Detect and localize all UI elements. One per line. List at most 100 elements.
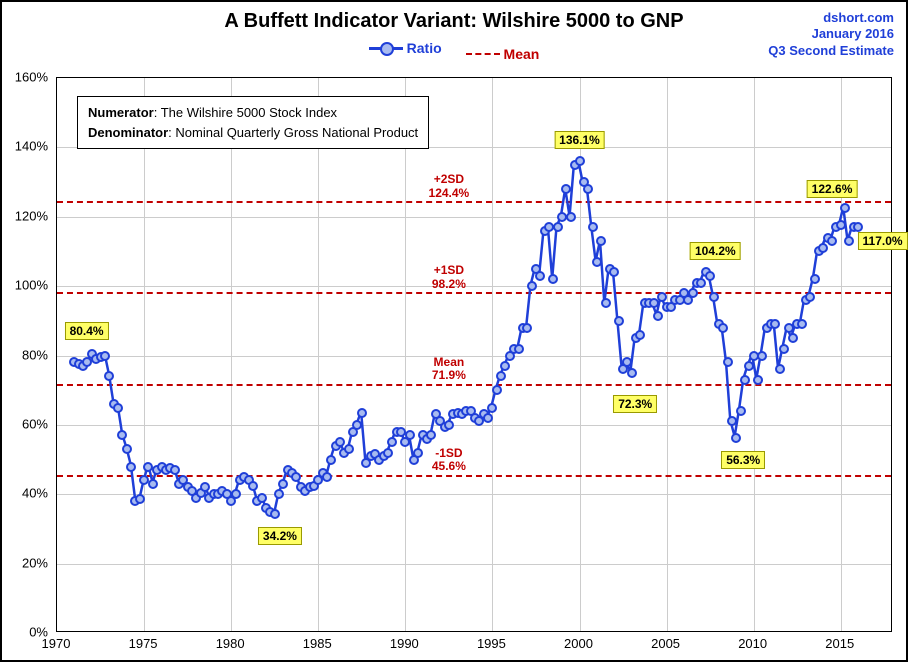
x-tick-label: 2015 [825, 636, 854, 651]
y-tick-label: 80% [0, 347, 48, 362]
y-tick-label: 20% [0, 555, 48, 570]
data-point [836, 220, 846, 230]
data-point [148, 479, 158, 489]
data-point [844, 236, 854, 246]
data-point [170, 465, 180, 475]
data-point [387, 437, 397, 447]
data-point [596, 236, 606, 246]
data-point [718, 323, 728, 333]
data-point [257, 493, 267, 503]
data-point [553, 222, 563, 232]
data-callout: 80.4% [65, 322, 109, 340]
data-point [326, 455, 336, 465]
x-tick-label: 1980 [216, 636, 245, 651]
data-point [757, 351, 767, 361]
data-callout: 122.6% [807, 180, 858, 198]
data-point [344, 444, 354, 454]
y-tick-label: 160% [0, 70, 48, 85]
data-callout: 136.1% [554, 131, 605, 149]
data-point [635, 330, 645, 340]
data-point [614, 316, 624, 326]
y-tick-label: 40% [0, 486, 48, 501]
data-point [126, 462, 136, 472]
data-point [601, 298, 611, 308]
data-callout: 117.0% [858, 232, 908, 250]
data-point [383, 448, 393, 458]
data-point [810, 274, 820, 284]
data-point [575, 156, 585, 166]
data-point [248, 481, 258, 491]
x-tick-label: 1975 [129, 636, 158, 651]
data-point [487, 403, 497, 413]
data-point [840, 203, 850, 213]
data-point [522, 323, 532, 333]
data-point [483, 413, 493, 423]
data-point [413, 448, 423, 458]
data-point [405, 430, 415, 440]
data-point [657, 292, 667, 302]
data-point [770, 319, 780, 329]
legend-ratio-sample-icon [369, 41, 403, 55]
data-point [723, 357, 733, 367]
data-point [805, 292, 815, 302]
data-point [727, 416, 737, 426]
data-point [853, 222, 863, 232]
data-callout: 72.3% [613, 395, 657, 413]
y-tick-label: 100% [0, 278, 48, 293]
data-point [231, 489, 241, 499]
attribution-source: dshort.com [768, 10, 894, 26]
data-point [278, 479, 288, 489]
data-point [818, 243, 828, 253]
info-denominator: Denominator: Nominal Quarterly Gross Nat… [88, 123, 418, 143]
info-numerator: Numerator: The Wilshire 5000 Stock Index [88, 103, 418, 123]
data-point [566, 212, 576, 222]
data-point [740, 375, 750, 385]
y-tick-label: 0% [0, 625, 48, 640]
data-point [352, 420, 362, 430]
data-point [705, 271, 715, 281]
data-point [135, 494, 145, 504]
data-point [357, 408, 367, 418]
data-point [548, 274, 558, 284]
chart-legend: Ratio Mean [2, 40, 906, 62]
data-point [514, 344, 524, 354]
data-point [827, 236, 837, 246]
data-point [444, 420, 454, 430]
y-tick-label: 140% [0, 139, 48, 154]
x-tick-label: 2000 [564, 636, 593, 651]
data-point [775, 364, 785, 374]
data-callout: 34.2% [258, 527, 302, 545]
data-point [627, 368, 637, 378]
data-point [500, 361, 510, 371]
data-point [104, 371, 114, 381]
data-point [270, 509, 280, 519]
data-point [696, 278, 706, 288]
data-callout: 56.3% [721, 451, 765, 469]
data-point [100, 351, 110, 361]
plot-area: +2SD124.4%+1SD98.2%Mean71.9%-1SD45.6%80.… [56, 77, 892, 632]
data-point [122, 444, 132, 454]
chart-container: A Buffett Indicator Variant: Wilshire 50… [0, 0, 908, 662]
x-tick-label: 1985 [303, 636, 332, 651]
x-tick-label: 2010 [738, 636, 767, 651]
data-point [709, 292, 719, 302]
data-point [496, 371, 506, 381]
legend-item-ratio: Ratio [369, 40, 442, 56]
data-point [753, 375, 763, 385]
data-point [535, 271, 545, 281]
data-point [649, 298, 659, 308]
data-point [492, 385, 502, 395]
data-point [622, 357, 632, 367]
data-point [609, 267, 619, 277]
data-point [797, 319, 807, 329]
x-tick-label: 1995 [477, 636, 506, 651]
data-point [583, 184, 593, 194]
data-point [788, 333, 798, 343]
legend-ratio-label: Ratio [407, 40, 442, 56]
data-point [117, 430, 127, 440]
data-point [113, 403, 123, 413]
legend-mean-sample-icon [466, 53, 500, 55]
y-tick-label: 60% [0, 416, 48, 431]
data-point [322, 472, 332, 482]
data-point [291, 472, 301, 482]
